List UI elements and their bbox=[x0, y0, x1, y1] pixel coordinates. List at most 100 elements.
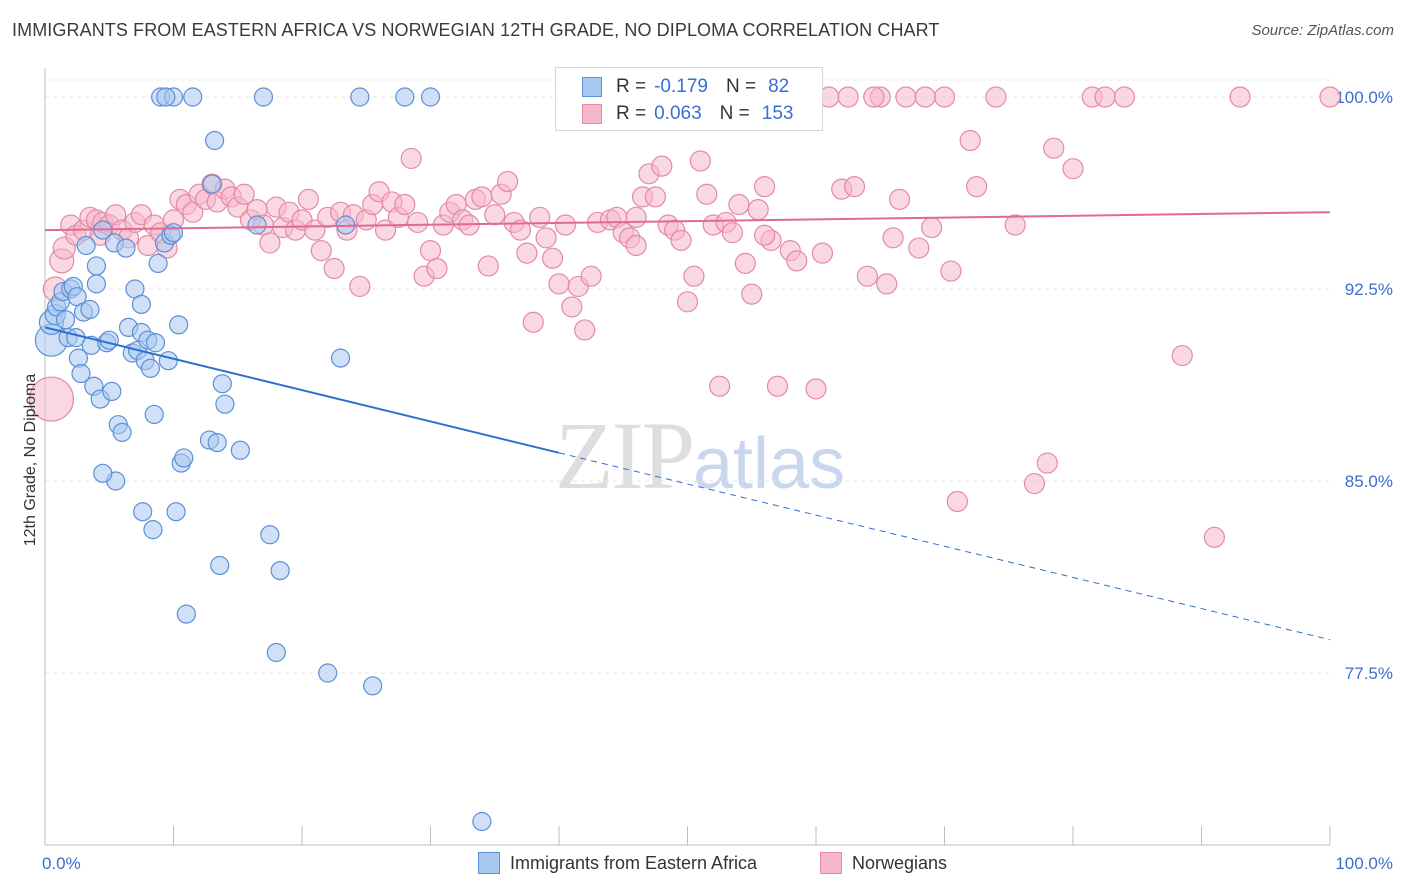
eastern-africa-point bbox=[202, 174, 222, 194]
eastern-africa-point bbox=[176, 604, 196, 624]
legend-item-norwegians[interactable]: Norwegians bbox=[820, 852, 947, 874]
norwegians-point bbox=[959, 129, 981, 152]
legend-item-eastern-africa[interactable]: Immigrants from Eastern Africa bbox=[478, 852, 757, 874]
norwegians-point bbox=[1062, 158, 1084, 180]
norwegians-point bbox=[811, 242, 834, 264]
legend-n-label: N = bbox=[719, 103, 750, 124]
legend-swatch-norwegians bbox=[820, 852, 842, 874]
eastern-africa-point bbox=[86, 256, 107, 276]
eastern-africa-point bbox=[133, 502, 153, 522]
norwegians-point bbox=[323, 257, 345, 280]
legend-swatch-blue bbox=[582, 77, 602, 97]
eastern-africa-point bbox=[395, 87, 415, 107]
y-tick-label: 85.0% bbox=[1345, 472, 1393, 491]
eastern-africa-point bbox=[148, 253, 168, 273]
eastern-africa-point bbox=[86, 274, 107, 294]
norwegians-point bbox=[297, 188, 320, 210]
y-tick-label: 77.5% bbox=[1345, 664, 1393, 683]
y-tick-label: 100.0% bbox=[1335, 88, 1393, 107]
eastern-africa-point bbox=[99, 330, 119, 350]
norwegians-point bbox=[908, 237, 930, 259]
legend-row-pink: R = 0.063 N = 153 bbox=[582, 102, 793, 126]
norwegians-point bbox=[471, 186, 493, 208]
norwegians-point bbox=[400, 147, 422, 170]
norwegians-point bbox=[966, 176, 988, 198]
eastern-africa-point bbox=[183, 87, 203, 107]
eastern-africa-point bbox=[80, 299, 100, 320]
eastern-africa-point bbox=[169, 315, 189, 335]
norwegians-point bbox=[728, 193, 750, 216]
legend-swatch-eastern-africa bbox=[478, 852, 500, 874]
watermark-zip: ZIP bbox=[555, 402, 695, 509]
legend-r-label: R = bbox=[616, 103, 647, 124]
eastern-africa-point bbox=[55, 310, 76, 330]
norwegians-point bbox=[843, 176, 866, 198]
norwegians-point bbox=[625, 234, 647, 257]
norwegians-point bbox=[676, 291, 699, 313]
legend-r-label: R = bbox=[616, 76, 647, 97]
legend-r-value-blue: -0.179 bbox=[654, 76, 708, 97]
source-label: Source: ZipAtlas.com bbox=[1251, 22, 1394, 39]
norwegians-point bbox=[1043, 137, 1065, 159]
norwegians-point bbox=[747, 199, 769, 221]
legend-row-blue: R = -0.179 N = 82 bbox=[582, 75, 789, 99]
norwegians-point bbox=[625, 206, 647, 228]
eastern-africa-point bbox=[140, 358, 160, 378]
eastern-africa-point bbox=[144, 404, 164, 425]
norwegians-point bbox=[535, 227, 557, 249]
norwegians-point bbox=[689, 150, 711, 172]
norwegians-point bbox=[940, 260, 962, 282]
norwegians-point bbox=[580, 265, 602, 287]
norwegians-point bbox=[914, 86, 936, 108]
norwegians-point bbox=[709, 375, 731, 397]
norwegians-point bbox=[28, 376, 75, 422]
norwegians-point bbox=[426, 257, 448, 280]
norwegians-point bbox=[1113, 86, 1136, 108]
eastern-africa-trendline-extrapolated bbox=[558, 452, 1331, 641]
legend-r-value-pink: 0.063 bbox=[654, 103, 702, 124]
norwegians-point bbox=[753, 176, 776, 198]
x-tick-label: 0.0% bbox=[42, 854, 81, 873]
norwegians-point bbox=[888, 188, 911, 210]
norwegians-point bbox=[1203, 526, 1225, 548]
y-tick-label: 92.5% bbox=[1345, 280, 1393, 299]
eastern-africa-point bbox=[166, 502, 186, 522]
eastern-africa-point bbox=[266, 642, 286, 663]
eastern-africa-point bbox=[253, 87, 274, 107]
chart-title: IMMIGRANTS FROM EASTERN AFRICA VS NORWEG… bbox=[12, 20, 940, 40]
norwegians-point bbox=[574, 319, 596, 341]
eastern-africa-point bbox=[71, 363, 91, 384]
norwegians-point bbox=[895, 86, 917, 108]
norwegians-point bbox=[786, 250, 808, 272]
legend-n-value-pink: 153 bbox=[761, 103, 794, 124]
norwegians-point bbox=[541, 247, 564, 269]
legend-label-eastern-africa: Immigrants from Eastern Africa bbox=[510, 852, 758, 873]
norwegians-point bbox=[837, 86, 859, 108]
eastern-africa-point bbox=[350, 87, 370, 107]
eastern-africa-point bbox=[420, 87, 441, 107]
norwegians-point bbox=[477, 255, 499, 277]
series-legend: Immigrants from Eastern Africa Norwegian… bbox=[0, 852, 1406, 878]
norwegians-point bbox=[805, 378, 827, 400]
eastern-africa-point bbox=[260, 525, 280, 545]
eastern-africa-point bbox=[247, 215, 267, 235]
norwegians-point bbox=[516, 242, 538, 264]
norwegians-point bbox=[1036, 452, 1058, 474]
norwegians-point bbox=[696, 183, 718, 205]
eastern-africa-point bbox=[205, 130, 225, 151]
eastern-africa-point bbox=[318, 663, 338, 683]
eastern-africa-trendline bbox=[44, 326, 560, 454]
norwegians-point bbox=[310, 240, 332, 262]
eastern-africa-point bbox=[93, 463, 113, 483]
norwegians-point bbox=[394, 193, 416, 216]
eastern-africa-point bbox=[145, 333, 166, 353]
eastern-africa-point bbox=[163, 223, 184, 243]
eastern-africa-point bbox=[330, 348, 351, 368]
norwegians-point bbox=[349, 275, 371, 298]
zipatlas-watermark: ZIPatlas bbox=[555, 400, 845, 511]
eastern-africa-point bbox=[112, 422, 132, 442]
eastern-africa-point bbox=[158, 351, 178, 371]
norwegians-point bbox=[1171, 344, 1193, 367]
norwegians-point bbox=[766, 375, 789, 397]
